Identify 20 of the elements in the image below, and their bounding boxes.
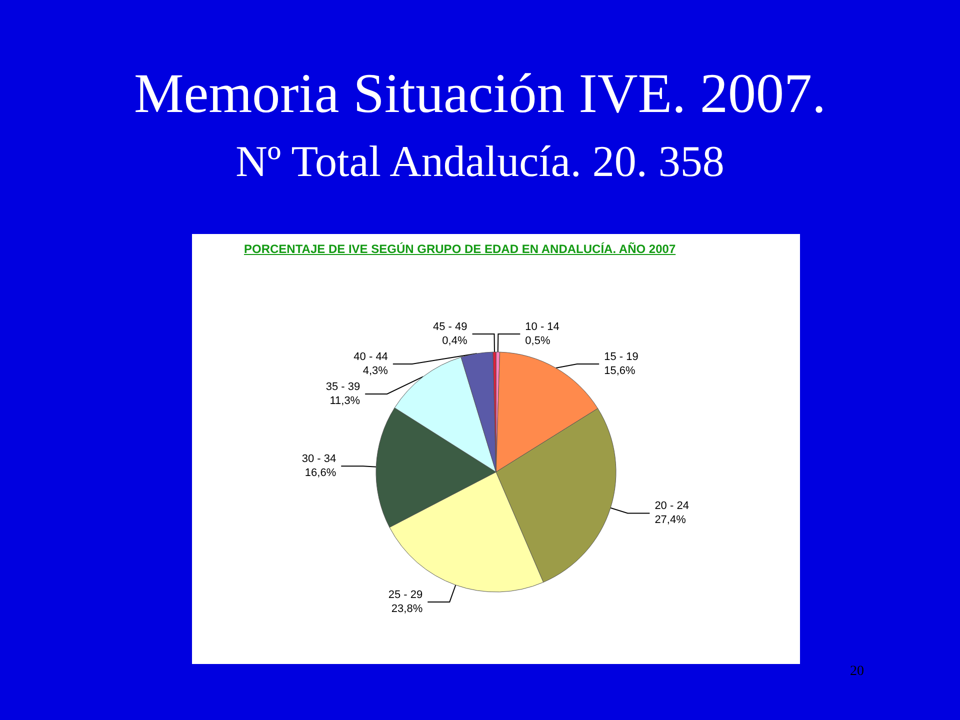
- data-label: 23,8%: [391, 602, 423, 615]
- chart-title: Memoria Situación IVE. 2007.: [132, 62, 828, 126]
- data-label: 27,4%: [654, 514, 686, 526]
- data-label: 15,6%: [604, 365, 636, 378]
- data-label: 4,3%: [362, 365, 388, 378]
- slice-label: 20 - 24: [654, 500, 689, 512]
- data-label: 0,4%: [442, 335, 468, 348]
- slice-label: 30 - 34: [302, 453, 336, 466]
- slice-label: 40 - 44: [354, 351, 388, 364]
- slice-label: 15 - 19: [604, 351, 638, 364]
- chart-subtitle: Nº Total Andalucía. 20. 358: [234, 136, 726, 188]
- data-label: 16,6%: [304, 467, 336, 480]
- slice-label: 45 - 49: [433, 321, 468, 334]
- data-label: 11,3%: [330, 395, 360, 408]
- slice-label: 35 - 39: [326, 381, 360, 394]
- slice-label: 25 - 29: [388, 588, 423, 601]
- data-label: 0,5%: [525, 335, 550, 348]
- slice-label: 10 - 14: [525, 321, 560, 334]
- text: 20: [850, 664, 864, 680]
- text: PORCENTAJE DE IVE SEGÚN GRUPO DE EDAD EN ANDALUCÍA. AÑO 2007: [244, 242, 676, 256]
